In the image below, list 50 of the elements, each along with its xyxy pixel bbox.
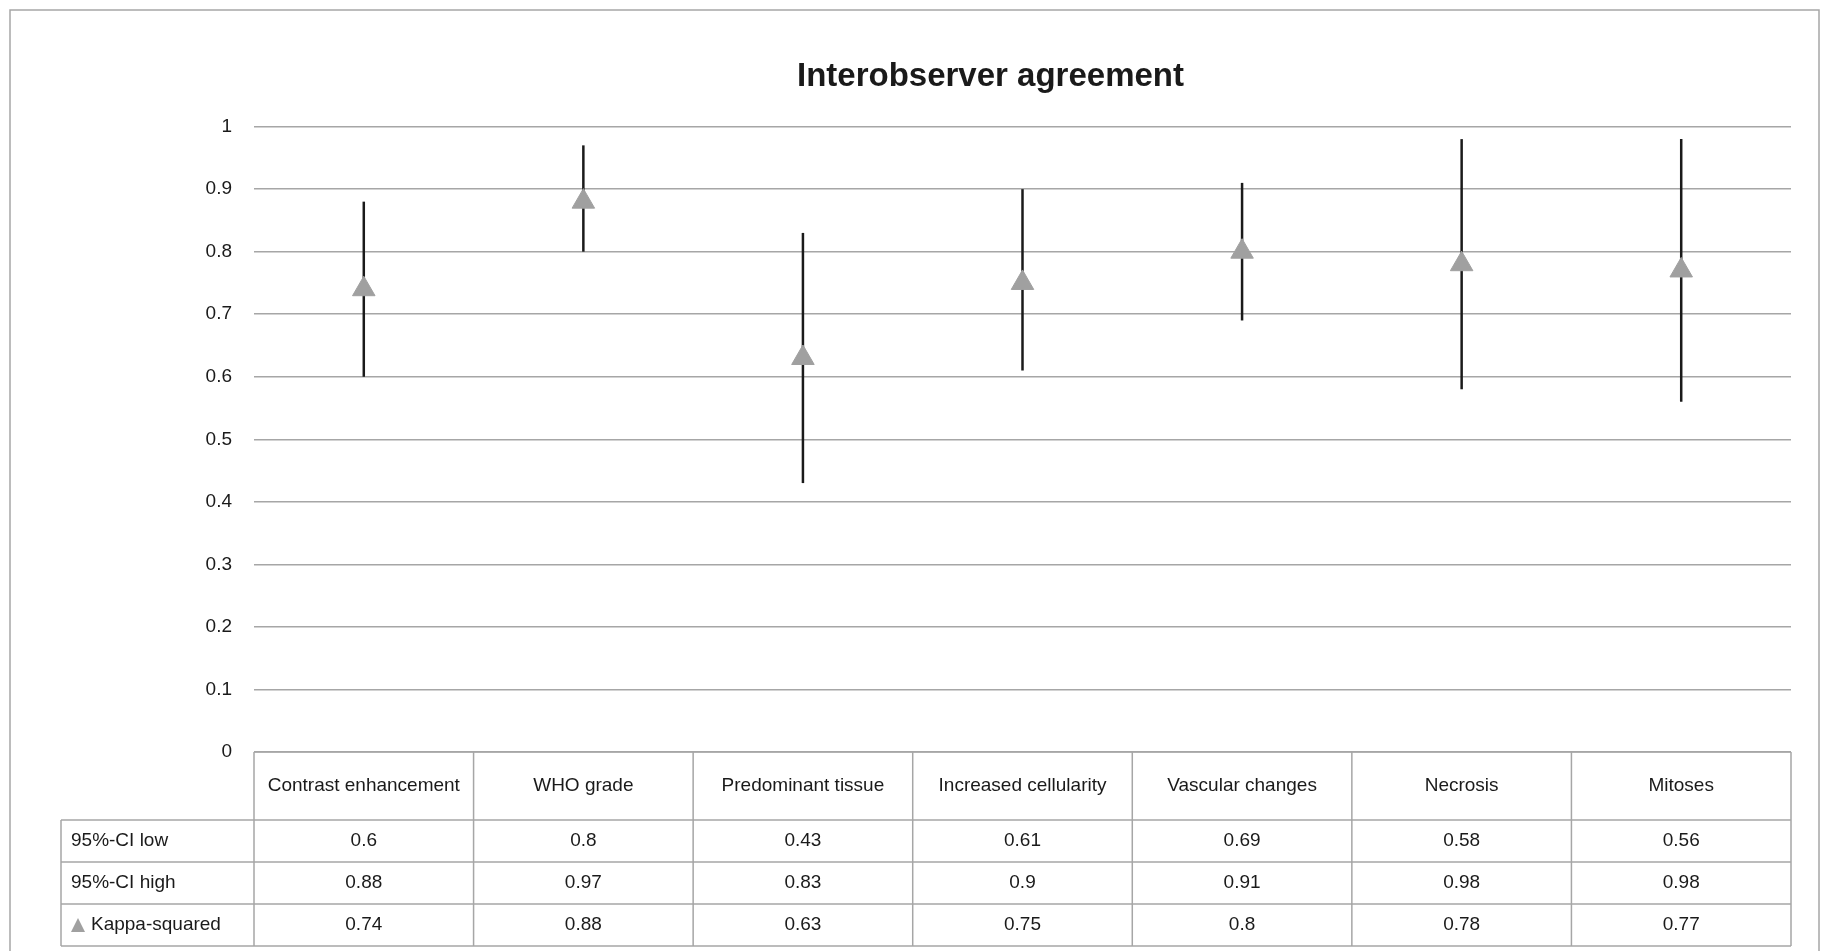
text: 0.83 — [784, 871, 822, 893]
x-tick-label: Vascular changes — [1167, 774, 1317, 796]
text: 0.6 — [350, 829, 377, 851]
y-tick-label: 0.5 — [205, 427, 232, 449]
text: 95%-CI high — [71, 871, 176, 893]
y-tick-label: 0.8 — [205, 239, 232, 261]
point — [571, 188, 596, 209]
point — [791, 344, 815, 365]
text: 0.8 — [570, 829, 597, 851]
text: 95%-CI low — [71, 829, 169, 851]
data-label: 0.74 — [345, 913, 383, 935]
text: 0.56 — [1662, 829, 1700, 851]
x-tick-label: Increased cellularity — [938, 774, 1107, 796]
legend-label: Kappa-squared — [91, 913, 221, 935]
text: 0.69 — [1223, 829, 1261, 851]
text: 0.61 — [1004, 829, 1041, 851]
point — [1010, 269, 1035, 290]
y-tick-label: 1 — [221, 114, 232, 136]
text: 0.9 — [1009, 871, 1036, 893]
data-label: 0.75 — [1004, 913, 1041, 935]
point — [1449, 250, 1474, 272]
x-tick-label: Necrosis — [1424, 774, 1499, 796]
y-tick-label: 0.3 — [205, 552, 232, 574]
x-tick-label: Predominant tissue — [721, 774, 885, 796]
x-tick-label: Mitoses — [1648, 774, 1714, 796]
point — [1230, 238, 1254, 259]
text: 0.97 — [564, 871, 602, 893]
x-tick-label: WHO grade — [533, 774, 634, 796]
point — [352, 275, 376, 297]
y-tick-label: 0.6 — [205, 364, 232, 386]
data-label: 0.63 — [784, 913, 822, 935]
data-label: 0.77 — [1662, 913, 1700, 935]
point — [1669, 256, 1693, 278]
y-tick-label: 0.1 — [205, 677, 232, 699]
text: 0.58 — [1443, 829, 1481, 851]
y-tick-label: 0.7 — [205, 302, 232, 324]
x-tick-label: Contrast enhancement — [267, 774, 461, 796]
data-label: 0.8 — [1228, 913, 1256, 935]
text: 0.91 — [1223, 871, 1261, 893]
y-tick-label: 0.9 — [205, 177, 232, 199]
data-label: 0.78 — [1443, 913, 1481, 935]
text: 0.43 — [784, 829, 822, 851]
y-tick-label: 0 — [221, 740, 232, 762]
text: 0.88 — [345, 871, 383, 893]
chart-title: Interobserver agreement — [797, 55, 1184, 93]
text: 0.98 — [1662, 871, 1700, 893]
y-tick-label: 0.2 — [205, 615, 232, 637]
y-tick-label: 0.4 — [205, 490, 233, 512]
data-label: 0.88 — [564, 913, 602, 935]
text: 0.98 — [1443, 871, 1481, 893]
